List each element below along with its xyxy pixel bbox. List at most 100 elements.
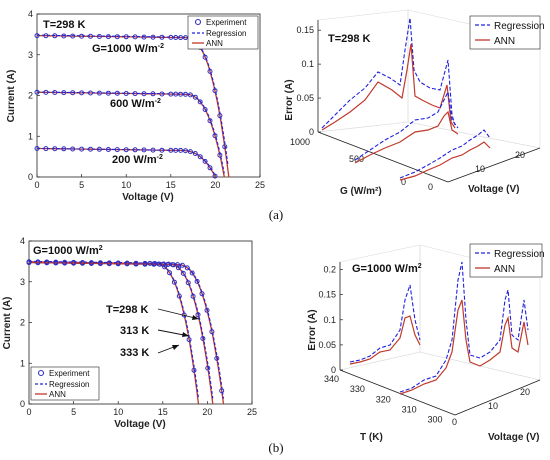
experiment-point <box>150 91 156 97</box>
arrow-t298 <box>157 308 200 320</box>
regression-curve <box>37 91 225 174</box>
experiment-point <box>70 90 76 96</box>
experiment-point <box>207 68 213 74</box>
experiment-point <box>62 259 68 265</box>
floor-plane <box>317 121 542 183</box>
panel-label-b: (b) <box>268 440 283 455</box>
z-tick-label: 0.05 <box>296 93 314 103</box>
regression-error-curve <box>399 129 491 179</box>
experiment-point <box>166 261 172 267</box>
legend-regression: Regression <box>206 29 246 38</box>
experiment-point <box>114 34 120 40</box>
experiment-point <box>96 146 102 152</box>
x-tick-label: 15 <box>158 407 168 417</box>
experiment-point <box>52 90 58 95</box>
experiment-point <box>168 34 174 40</box>
experiment-point <box>159 147 165 153</box>
experiment-point <box>132 91 138 97</box>
t-tick-label: 330 <box>350 384 365 394</box>
experiment-point <box>34 33 40 39</box>
experiment-point <box>209 329 215 335</box>
x-tick-label: 15 <box>166 180 176 190</box>
experiment-point <box>173 35 179 40</box>
x-tick-label: 0 <box>26 407 31 417</box>
z-tick-label: 0.15 <box>318 290 336 300</box>
g-tick-0: 0 <box>401 177 406 187</box>
experiment-point <box>168 147 174 153</box>
experiment-point <box>79 90 85 96</box>
legend-regression: Regression <box>49 380 89 389</box>
experiment-point <box>192 94 198 100</box>
experiment-point <box>61 33 67 39</box>
experiment-point <box>96 34 102 39</box>
legend-ann: ANN <box>494 264 515 275</box>
legend-experiment: Experiment <box>49 369 90 378</box>
chart-b-left: 0 1 2 3 4 0 5 10 15 20 25 Voltage (V) Current (A)… <box>2 236 257 430</box>
annotation-t298: T=298 K <box>106 304 149 316</box>
experiment-point <box>212 173 218 179</box>
g-axis-label: G (W/m²) <box>340 186 382 197</box>
z-tick-label: 0.1 <box>323 315 336 325</box>
z-tick-label: 0.05 <box>318 340 336 350</box>
experiment-point <box>80 260 85 265</box>
experiment-point <box>168 91 174 97</box>
experiment-point <box>197 99 203 105</box>
experiment-point <box>150 147 156 153</box>
y-tick-label: 4 <box>20 236 25 246</box>
annotation-temperature: T=298 K <box>43 19 86 31</box>
regression-error-curve <box>321 17 456 129</box>
experiment-point <box>115 260 121 266</box>
y-tick-label: 0 <box>28 172 33 182</box>
experiment-point <box>171 262 176 268</box>
experiment-point <box>124 260 130 266</box>
x-tick-label: 20 <box>210 180 220 190</box>
experiment-point <box>219 388 225 394</box>
z-tick-label: 0.15 <box>296 25 314 35</box>
experiment-point <box>79 33 85 39</box>
legend-experiment-marker <box>194 18 202 26</box>
experiment-point <box>88 146 93 152</box>
voltage-axis-line <box>454 379 541 416</box>
experiment-point <box>214 355 220 361</box>
experiment-point <box>212 133 218 139</box>
voltage-axis-label: Voltage (V) <box>468 184 519 195</box>
floor-plane <box>338 351 541 416</box>
experiment-point <box>150 34 156 40</box>
voltage-axis-label: Voltage (V) <box>488 432 539 443</box>
v-tick-10: 10 <box>475 164 485 174</box>
z-axis-label: Error (A) <box>284 79 295 120</box>
experiment-point <box>185 280 191 286</box>
experiment-point <box>171 279 177 285</box>
experiment-point <box>132 34 138 40</box>
experiment-point <box>183 91 188 97</box>
legend-regression: Regression <box>494 249 545 260</box>
ann-error-curve <box>399 141 491 181</box>
t-tick-label: 300 <box>428 415 443 425</box>
experiment-point <box>195 312 201 318</box>
experiment-point <box>147 260 153 266</box>
z-tick-label: 0 <box>309 127 314 137</box>
experiment-point <box>52 146 58 152</box>
experiment-point <box>96 90 102 96</box>
experiment-point <box>141 34 147 40</box>
regression-error-curve <box>354 90 459 161</box>
regression-curve <box>29 260 200 399</box>
experiment-point <box>133 260 139 266</box>
experiment-point <box>53 259 59 265</box>
legend-ann: ANN <box>206 39 223 48</box>
experiment-point <box>88 90 93 96</box>
experiment-point <box>43 89 49 95</box>
experiment-point <box>202 54 208 60</box>
t-axis-label: T (K) <box>360 432 383 443</box>
g-axis-line <box>317 131 449 183</box>
legend-experiment: Experiment <box>206 18 247 27</box>
x-tick-label: 0 <box>34 180 39 190</box>
experiment-point <box>178 91 184 97</box>
experiment-point <box>202 107 208 112</box>
legend: Regression ANN <box>469 15 545 50</box>
annotation-t313: 313 K <box>120 325 149 337</box>
experiment-point <box>191 367 197 373</box>
experiment-point <box>34 89 40 95</box>
z-tick-label: 0 <box>331 365 336 375</box>
v-tick-20: 20 <box>520 387 530 397</box>
